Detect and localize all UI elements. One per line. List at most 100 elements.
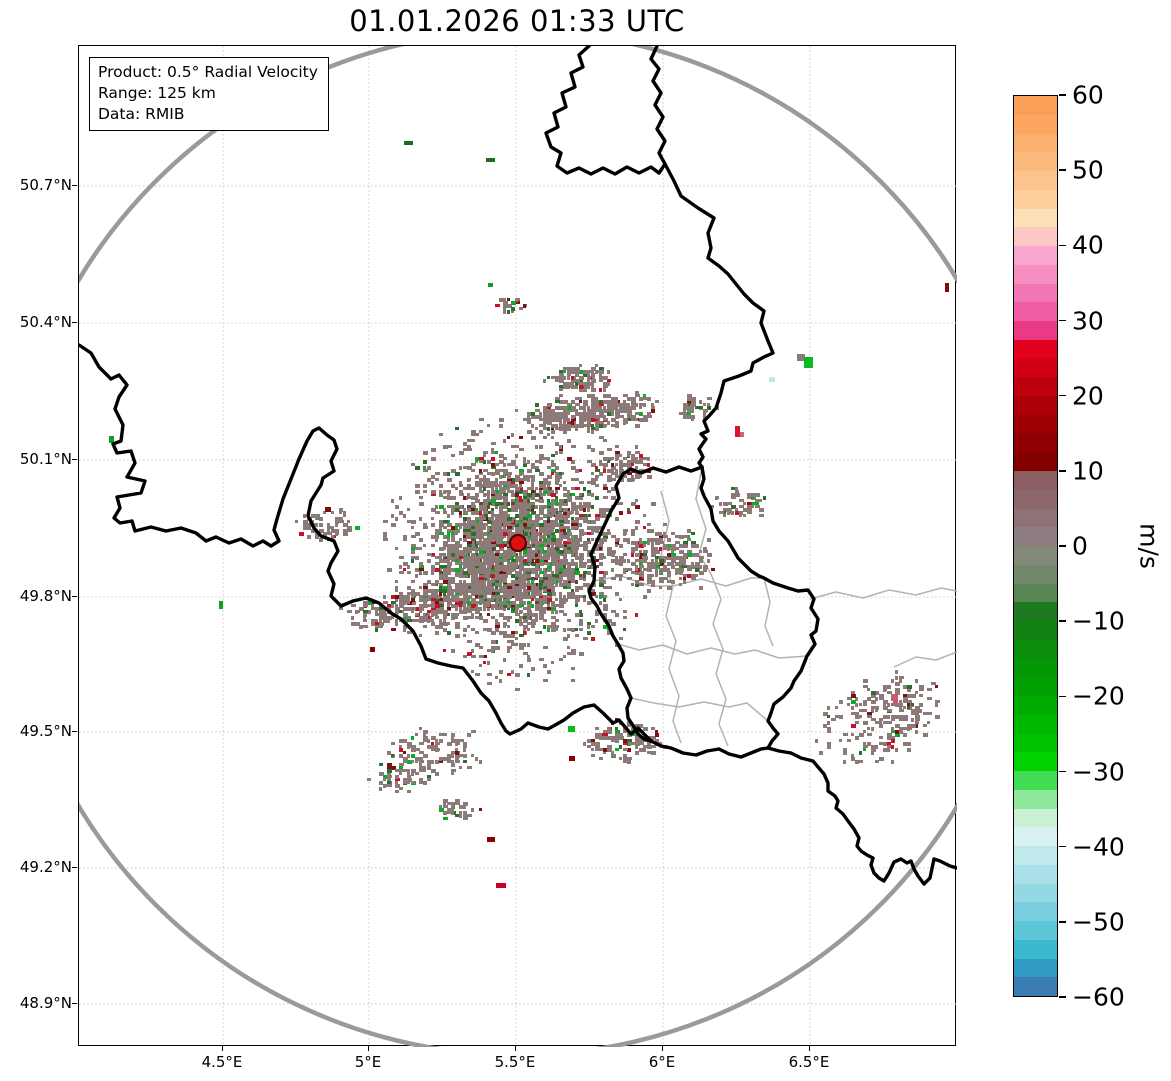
colorbar-tick-label: −30 <box>1072 757 1125 786</box>
y-axis-tick-label: 50.4°N <box>19 313 72 331</box>
axis-tick-mark <box>809 1046 811 1051</box>
colorbar-band <box>1014 621 1057 640</box>
colorbar-band <box>1014 452 1057 471</box>
colorbar-tick-label: −50 <box>1072 907 1125 937</box>
country-border <box>587 465 704 743</box>
admin-border <box>593 575 764 587</box>
colorbar-band <box>1014 208 1057 228</box>
echo-mark <box>486 158 495 162</box>
axis-tick-mark <box>72 867 77 869</box>
colorbar-unit-label: m/s <box>1134 523 1164 569</box>
colorbar-band <box>1014 433 1057 453</box>
y-axis-tick-label: 48.9°N <box>19 994 72 1012</box>
country-border <box>663 162 775 469</box>
echo-mark <box>219 601 223 609</box>
echo-mark <box>488 283 493 287</box>
country-border <box>649 46 667 166</box>
echo-mark <box>569 756 575 761</box>
colorbar-tick-mark <box>1059 620 1066 622</box>
info-box: Product: 0.5° Radial Velocity Range: 125… <box>89 57 329 132</box>
x-axis-tick-label: 6°E <box>648 1053 676 1071</box>
map-svg <box>79 46 957 1047</box>
colorbar-band <box>1014 921 1057 940</box>
echo-mark <box>945 283 949 292</box>
country-border <box>544 46 667 176</box>
y-axis-tick-label: 49.5°N <box>19 722 72 740</box>
colorbar-band <box>1014 171 1057 190</box>
radar-echo-layer <box>109 141 949 888</box>
echo-mark <box>804 357 813 368</box>
colorbar-band <box>1014 264 1057 284</box>
axis-tick-mark <box>72 596 77 598</box>
colorbar-tick-label: −40 <box>1072 832 1125 862</box>
x-axis-tick-label: 4.5°E <box>201 1053 243 1071</box>
country-border <box>766 746 957 886</box>
info-line-range: Range: 125 km <box>98 83 216 102</box>
colorbar-band <box>1014 958 1057 978</box>
colorbar-band <box>1014 246 1057 265</box>
y-axis-tick-label: 49.2°N <box>19 858 72 876</box>
echo-mark <box>797 354 805 361</box>
axis-tick-mark <box>515 1046 517 1051</box>
colorbar-band <box>1014 696 1057 715</box>
colorbar-tick-mark <box>1059 921 1066 923</box>
echo-mark <box>325 507 331 512</box>
admin-border <box>660 490 682 744</box>
colorbar-band <box>1014 883 1057 903</box>
colorbar-tick-mark <box>1059 244 1066 247</box>
colorbar-tick-label: −20 <box>1072 681 1125 711</box>
colorbar-tick-mark <box>1059 770 1066 773</box>
colorbar-band <box>1014 546 1057 565</box>
country-border-layer <box>79 46 957 886</box>
colorbar-tick-mark <box>1059 845 1066 848</box>
echo-mark <box>735 426 740 437</box>
axis-tick-mark <box>72 322 77 324</box>
colorbar-tick-mark <box>1059 94 1066 96</box>
echo-mark <box>370 647 375 652</box>
colorbar-tick-label: −60 <box>1072 982 1125 1012</box>
info-line-product: Product: 0.5° Radial Velocity <box>98 63 318 81</box>
axis-tick-mark <box>222 1046 224 1051</box>
y-axis-tick-label: 50.1°N <box>19 450 72 468</box>
colorbar-band <box>1014 414 1057 434</box>
colorbar-band <box>1014 639 1057 659</box>
colorbar-band <box>1014 939 1057 959</box>
echo-mark <box>568 726 575 732</box>
echo-mark <box>769 377 775 382</box>
colorbar-band <box>1014 189 1057 209</box>
colorbar-band <box>1014 283 1057 303</box>
colorbar-band <box>1014 302 1057 321</box>
colorbar-band <box>1014 714 1057 734</box>
echo-mark <box>496 883 506 888</box>
echo-mark <box>404 141 413 145</box>
y-axis-tick-label: 50.7°N <box>19 176 72 194</box>
info-line-data: Data: RMIB <box>98 104 185 123</box>
colorbar-band <box>1014 864 1057 884</box>
colorbar-band <box>1014 133 1057 153</box>
colorbar-band <box>1014 508 1057 528</box>
axis-tick-mark <box>368 1046 370 1051</box>
axis-tick-mark <box>662 1046 664 1051</box>
colorbar-band <box>1014 658 1057 678</box>
axis-tick-mark <box>72 185 77 187</box>
colorbar-band <box>1014 789 1057 809</box>
echo-mark <box>109 436 114 443</box>
colorbar-band <box>1014 846 1057 865</box>
colorbar-tick-mark <box>1059 470 1066 472</box>
colorbar-tick-mark <box>1059 695 1066 698</box>
colorbar-tick-label: 40 <box>1072 230 1104 260</box>
colorbar-tick-label: −10 <box>1072 606 1125 636</box>
axis-tick-mark <box>72 459 77 461</box>
colorbar-band <box>1014 377 1057 396</box>
admin-border <box>809 587 957 600</box>
colorbar-tick-mark <box>1059 996 1066 998</box>
plot-title: 01.01.2026 01:33 UTC <box>349 4 685 38</box>
colorbar-band <box>1014 321 1057 340</box>
colorbar-band <box>1014 339 1057 359</box>
colorbar-tick-mark <box>1059 319 1066 322</box>
colorbar-tick-label: 10 <box>1072 456 1104 486</box>
colorbar-band <box>1014 902 1057 921</box>
admin-border <box>630 697 769 722</box>
colorbar-band <box>1014 152 1057 171</box>
